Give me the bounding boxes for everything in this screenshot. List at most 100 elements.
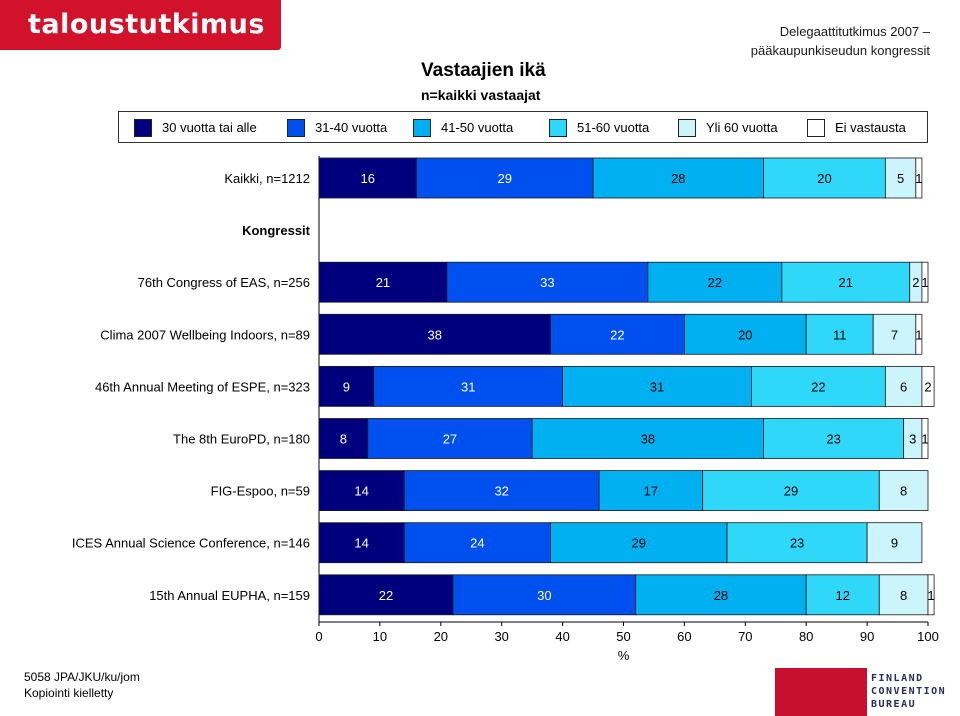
x-tick-label-5: 50: [616, 629, 630, 644]
bar-label-0-0: 16: [360, 171, 374, 186]
row-heading: Kongressit: [242, 223, 311, 238]
bar-label-8-2: 28: [714, 588, 728, 603]
legend-swatch-3: [549, 119, 567, 137]
company-logo: taloustutkimus oy: [0, 0, 281, 90]
bar-label-6-4: 8: [900, 484, 907, 499]
bar-label-6-0: 14: [354, 484, 368, 499]
bar-segment-4-1: [373, 365, 563, 407]
bar-segment-0-4: [884, 157, 917, 199]
x-tick-label-6: 60: [677, 629, 691, 644]
bar-label-2-1: 33: [540, 275, 554, 290]
x-tick-label-4: 40: [555, 629, 569, 644]
study-subtitle: pääkaupunkiseudun kongressit: [750, 43, 930, 58]
legend-label-5: Ei vastausta: [835, 120, 906, 135]
bar-label-2-5: 1: [921, 275, 928, 290]
logo-text: taloustutkimus oy: [28, 9, 265, 90]
finland-convention-bureau-logo: FINLAND CONVENTION BUREAU: [775, 668, 957, 716]
bar-segment-8-2: [635, 574, 807, 616]
bar-segment-5-5: [921, 418, 929, 459]
x-tick-label-9: 90: [860, 629, 874, 644]
bar-label-5-5: 1: [921, 432, 928, 447]
chart-subtitle: n=kaikki vastaajat: [421, 87, 541, 103]
bar-segment-7-1: [403, 522, 551, 564]
bar-segment-3-4: [872, 313, 917, 355]
bar-segment-8-0: [318, 574, 454, 616]
legend-swatch-2: [413, 119, 431, 137]
bar-label-5-4: 3: [909, 432, 916, 447]
legend-label-4: Yli 60 vuotta: [706, 120, 778, 135]
bar-label-2-2: 22: [708, 275, 722, 290]
bar-label-6-2: 17: [644, 484, 658, 499]
legend-label-2: 41-50 vuotta: [441, 120, 514, 135]
bar-label-7-1: 24: [470, 536, 484, 551]
row-label-6: FIG-Espoo, n=59: [211, 484, 310, 499]
bar-segment-7-2: [550, 522, 728, 564]
bar-segment-2-1: [446, 261, 649, 303]
legend-swatch-0: [134, 119, 152, 137]
fcb-logo-text: FINLAND CONVENTION BUREAU: [871, 672, 946, 711]
bar-label-7-4: 9: [891, 536, 898, 551]
bar-segment-3-2: [684, 313, 807, 355]
bar-segment-2-2: [647, 261, 783, 303]
bar-segment-7-4: [866, 522, 923, 564]
bar-label-2-3: 21: [839, 275, 853, 290]
row-label-3: Clima 2007 Wellbeing Indoors, n=89: [100, 327, 310, 342]
bar-label-3-3: 11: [833, 327, 847, 342]
bar-label-7-3: 23: [790, 536, 804, 551]
bar-label-5-2: 38: [641, 432, 655, 447]
bar-segment-0-5: [915, 157, 923, 199]
bar-segment-4-0: [318, 365, 375, 407]
row-label-8: 15th Annual EUPHA, n=159: [149, 588, 310, 603]
bar-label-8-5: 1: [927, 588, 934, 603]
bar-segment-2-0: [318, 261, 448, 303]
bar-segment-7-0: [318, 522, 405, 564]
bar-label-3-4: 7: [891, 327, 898, 342]
bar-segment-4-2: [562, 365, 752, 407]
bar-segment-8-5: [927, 574, 935, 616]
bar-label-4-1: 31: [461, 379, 475, 394]
bar-label-0-4: 5: [897, 171, 904, 186]
bar-label-4-5: 2: [924, 379, 931, 394]
fcb-line-2: CONVENTION: [871, 686, 947, 697]
bar-segment-0-0: [318, 157, 417, 199]
bar-label-0-1: 29: [498, 171, 512, 186]
bar-segment-3-1: [550, 313, 685, 355]
bar-label-5-0: 8: [340, 432, 347, 447]
bar-segment-2-5: [921, 261, 929, 303]
chart-title: Vastaajien ikä: [421, 60, 546, 81]
legend-swatch-1: [287, 119, 305, 137]
fcb-line-1: FINLAND: [871, 673, 924, 684]
bar-segment-2-3: [781, 261, 911, 303]
bar-label-4-0: 9: [343, 379, 350, 394]
row-label-7: ICES Annual Science Conference, n=146: [72, 536, 310, 551]
footer-info: 5058 JPA/JKU/ku/jom Kopiointi kielletty: [24, 669, 140, 701]
bar-label-4-2: 31: [650, 379, 664, 394]
bar-label-5-3: 23: [826, 432, 840, 447]
bar-label-0-2: 28: [671, 171, 685, 186]
x-tick-label-1: 10: [373, 629, 387, 644]
legend-label-3: 51-60 vuotta: [577, 120, 650, 135]
bar-segment-3-5: [915, 313, 923, 355]
study-info: Delegaattitutkimus 2007 – pääkaupunkiseu…: [751, 22, 930, 60]
bar-segment-6-4: [878, 470, 929, 512]
bar-label-4-3: 22: [811, 379, 825, 394]
bar-segment-5-1: [367, 418, 533, 459]
bar-segment-5-2: [531, 418, 764, 459]
bar-label-3-5: 1: [915, 327, 922, 342]
legend-label-1: 31-40 vuotta: [315, 120, 388, 135]
bar-label-2-0: 21: [376, 275, 390, 290]
legend-label-0: 30 vuotta tai alle: [162, 120, 257, 135]
x-tick-label-3: 30: [494, 629, 508, 644]
chart-legend: 30 vuotta tai alle 31-40 vuotta 41-50 vu…: [118, 111, 928, 143]
bar-segment-8-4: [878, 574, 929, 616]
bar-label-3-1: 22: [610, 327, 624, 342]
x-tick-label-8: 80: [799, 629, 813, 644]
bar-label-8-0: 22: [379, 588, 393, 603]
bar-label-6-1: 32: [494, 484, 508, 499]
x-tick-label-7: 70: [738, 629, 752, 644]
study-title: Delegaattitutkimus 2007 –: [779, 24, 930, 39]
x-tick-label-10: 100: [917, 629, 939, 644]
row-label-0: Kaikki, n=1212: [224, 171, 310, 186]
x-axis-label: %: [618, 648, 630, 663]
row-label-5: The 8th EuroPD, n=180: [173, 432, 310, 447]
